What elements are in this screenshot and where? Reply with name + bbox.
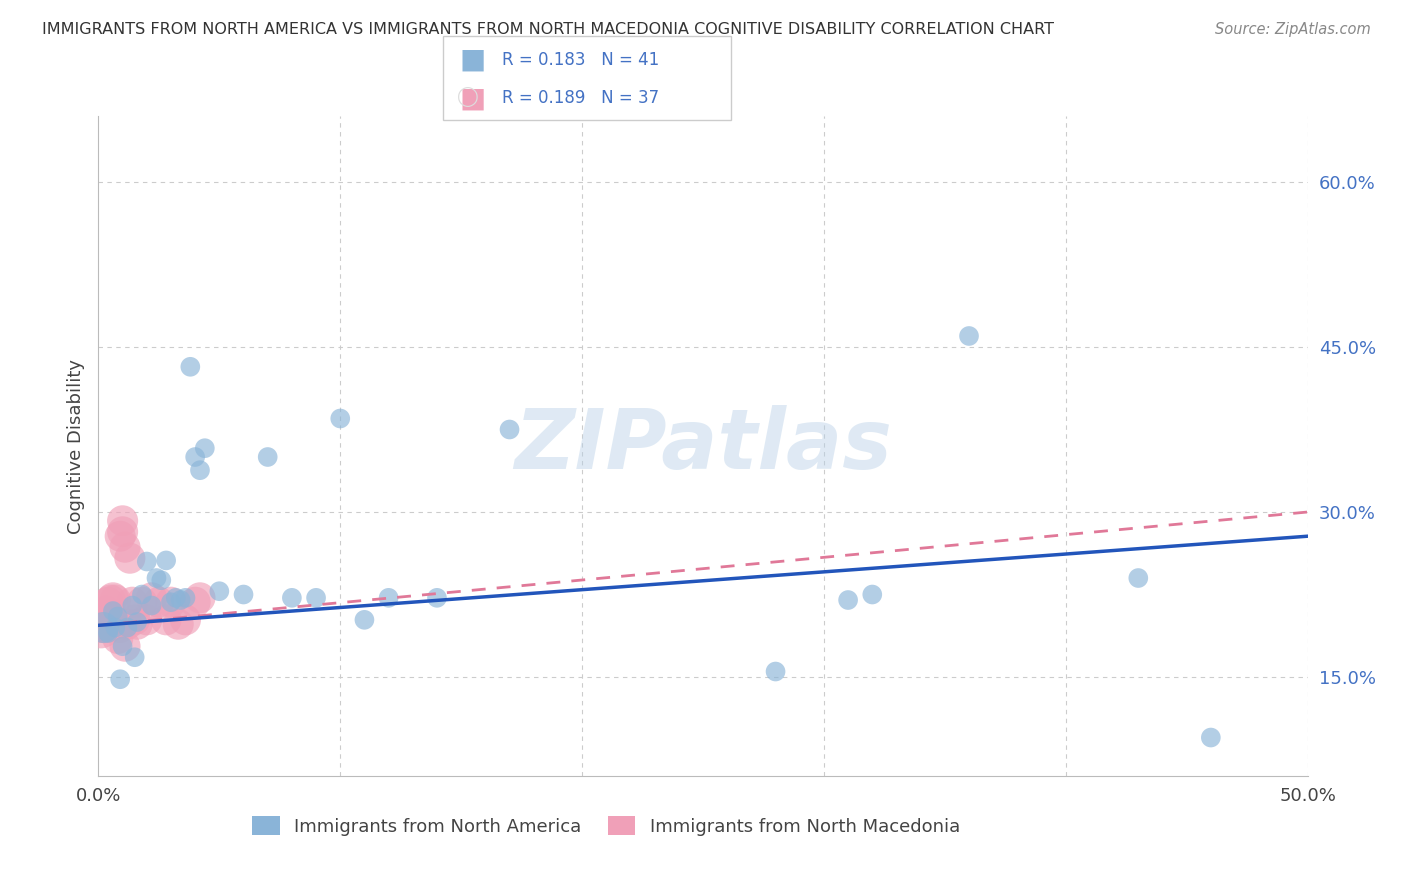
Point: [141, 599, 163, 613]
Point: [860, 588, 883, 602]
Text: ■: ■: [460, 45, 486, 74]
Point: [107, 615, 129, 629]
Point: [90, 615, 112, 629]
Point: [117, 617, 139, 632]
Point: [426, 591, 449, 605]
Point: [121, 595, 143, 609]
Point: [256, 450, 278, 464]
Point: [111, 524, 134, 539]
Point: [135, 613, 157, 627]
Point: [111, 514, 134, 528]
Point: [114, 540, 136, 554]
Point: [101, 617, 124, 632]
Point: [91, 621, 114, 635]
Point: [1128, 571, 1150, 585]
Point: [91, 621, 114, 635]
Point: [184, 450, 207, 464]
Text: R = 0.183   N = 41: R = 0.183 N = 41: [502, 51, 659, 69]
Point: [121, 599, 143, 613]
Point: [165, 591, 187, 605]
Point: [101, 591, 124, 605]
Point: [97, 595, 120, 609]
Text: ■: ■: [460, 84, 486, 112]
Point: [167, 617, 190, 632]
Legend: Immigrants from North America, Immigrants from North Macedonia: Immigrants from North America, Immigrant…: [245, 809, 967, 843]
Point: [114, 639, 136, 653]
Point: [155, 613, 177, 627]
Point: [107, 632, 129, 646]
Point: [131, 588, 153, 602]
Point: [155, 553, 177, 567]
Point: [141, 591, 163, 605]
Point: [377, 591, 399, 605]
Point: [124, 613, 146, 627]
Point: [100, 593, 122, 607]
Point: [97, 626, 120, 640]
Point: [108, 621, 131, 635]
Point: [150, 573, 173, 587]
Y-axis label: Cognitive Disability: Cognitive Disability: [66, 359, 84, 533]
Point: [353, 613, 375, 627]
Point: [91, 609, 114, 624]
Point: [179, 359, 201, 374]
Point: [104, 593, 127, 607]
Point: [107, 609, 129, 624]
Point: [117, 621, 139, 635]
Point: [188, 591, 211, 605]
Point: [498, 423, 520, 437]
Point: [1199, 731, 1222, 745]
Point: [127, 615, 149, 629]
Point: [127, 617, 149, 632]
Point: [957, 329, 980, 343]
Point: [111, 639, 134, 653]
Point: [148, 595, 170, 609]
Point: [305, 591, 328, 605]
Point: [174, 613, 197, 627]
Point: [174, 591, 197, 605]
Point: [108, 529, 131, 543]
Point: [100, 615, 122, 629]
Point: [94, 604, 117, 618]
Point: [160, 595, 183, 609]
Point: [160, 595, 183, 609]
Text: Source: ZipAtlas.com: Source: ZipAtlas.com: [1215, 22, 1371, 37]
Point: [194, 441, 217, 455]
Point: [90, 621, 112, 635]
Point: [169, 593, 191, 607]
Point: [97, 621, 120, 635]
Point: [118, 551, 141, 566]
Point: [145, 571, 167, 585]
Point: [208, 584, 231, 599]
Point: [281, 591, 304, 605]
Point: [232, 588, 254, 602]
Text: IMMIGRANTS FROM NORTH AMERICA VS IMMIGRANTS FROM NORTH MACEDONIA COGNITIVE DISAB: IMMIGRANTS FROM NORTH AMERICA VS IMMIGRA…: [42, 22, 1054, 37]
Point: [329, 411, 352, 425]
Text: ZIPatlas: ZIPatlas: [515, 406, 891, 486]
Point: [104, 621, 127, 635]
Point: [124, 650, 146, 665]
Point: [765, 665, 787, 679]
Point: [184, 595, 207, 609]
Point: [101, 604, 124, 618]
Point: [108, 672, 131, 686]
Point: [94, 621, 117, 635]
Point: [188, 463, 211, 477]
Point: [837, 593, 859, 607]
Text: R = 0.189   N = 37: R = 0.189 N = 37: [502, 89, 659, 107]
Text: ◯: ◯: [457, 87, 479, 107]
Point: [104, 617, 127, 632]
Point: [135, 554, 157, 569]
Point: [131, 595, 153, 609]
